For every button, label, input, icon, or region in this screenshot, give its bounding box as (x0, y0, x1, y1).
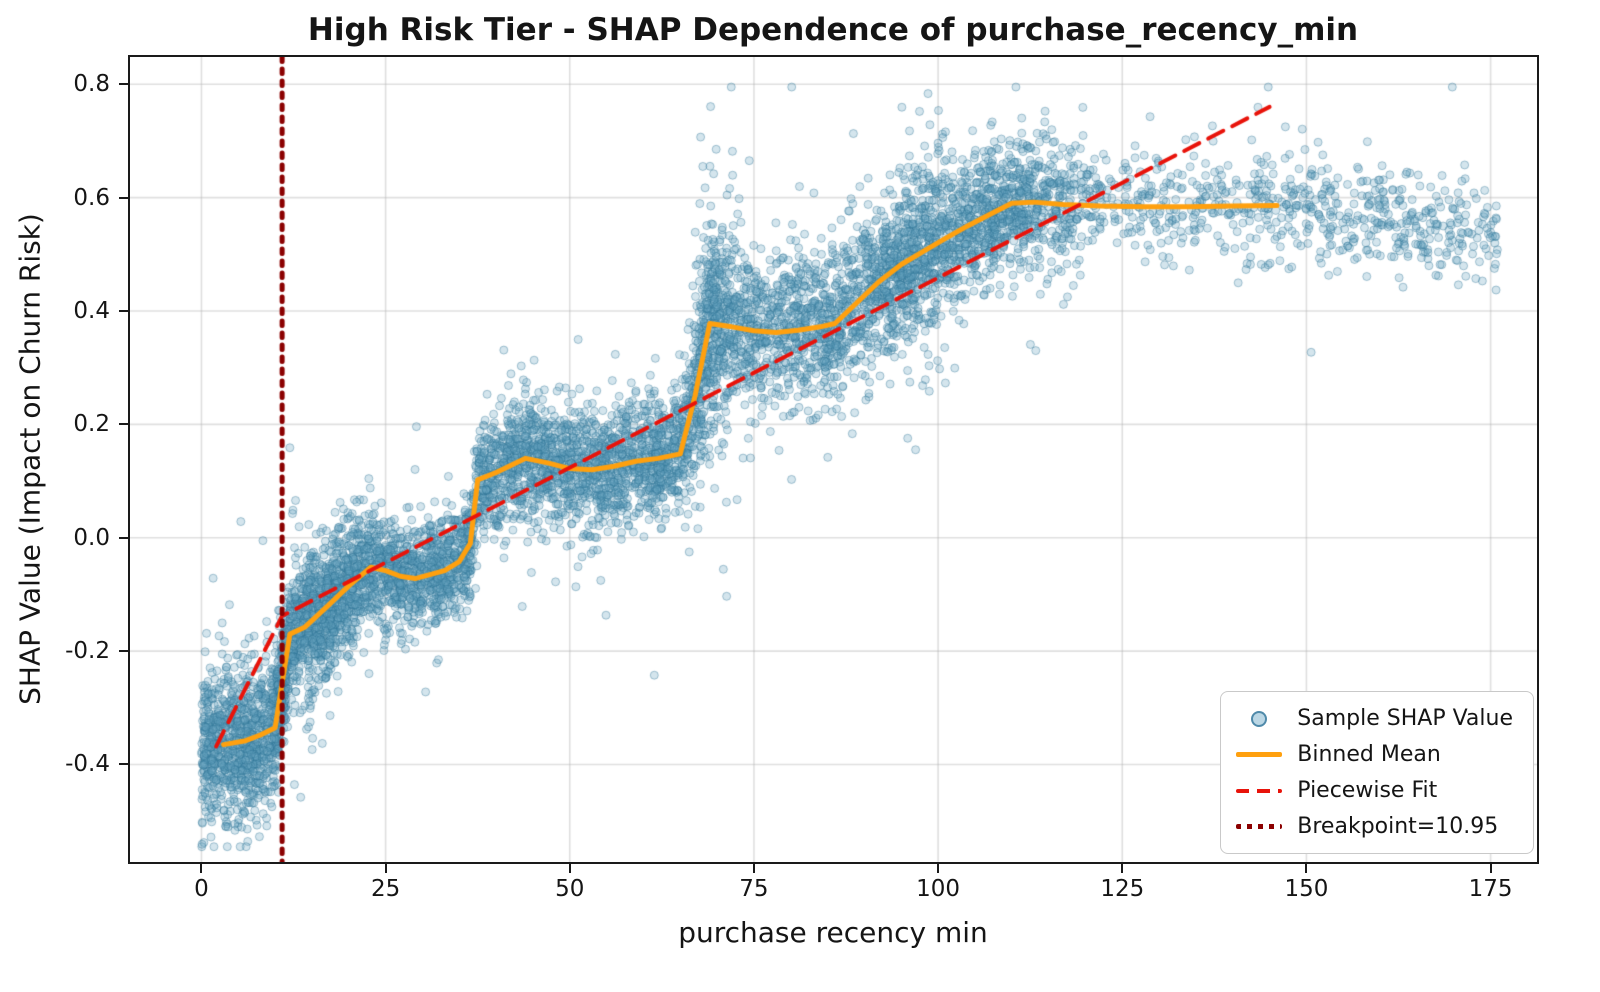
dashed-line-icon (1235, 788, 1283, 793)
x-tick-label: 175 (1468, 876, 1513, 902)
legend-label: Binned Mean (1297, 742, 1441, 767)
y-tick-label: -0.4 (65, 751, 110, 778)
legend-entry: Binned Mean (1235, 742, 1513, 767)
y-tick-label: 0.8 (73, 71, 110, 98)
legend-label: Piecewise Fit (1297, 778, 1438, 803)
x-tick-mark (752, 864, 755, 873)
solid-line-icon (1235, 752, 1283, 757)
chart-title: High Risk Tier - SHAP Dependence of purc… (307, 12, 1359, 48)
y-tick-mark (119, 763, 128, 766)
x-tick-label: 0 (194, 876, 209, 902)
y-tick-label: 0.0 (73, 524, 110, 551)
y-tick-mark (119, 196, 128, 199)
scatter-marker-icon (1235, 710, 1283, 727)
legend-entry: Breakpoint=10.95 (1235, 814, 1513, 839)
x-axis-label: purchase recency min (678, 916, 988, 949)
legend-label: Sample SHAP Value (1297, 706, 1513, 731)
y-tick-mark (119, 83, 128, 86)
x-tick-label: 50 (555, 876, 585, 902)
y-tick-mark (119, 423, 128, 426)
legend-label: Breakpoint=10.95 (1297, 814, 1499, 839)
x-tick-label: 25 (370, 876, 401, 902)
x-tick-mark (384, 864, 387, 873)
x-tick-mark (937, 864, 940, 873)
x-tick-label: 150 (1284, 876, 1329, 902)
legend: Sample SHAP Value Binned Mean Piecewise Fi… (1220, 691, 1534, 854)
legend-entry: Piecewise Fit (1235, 778, 1513, 803)
y-tick-mark (119, 650, 128, 653)
x-tick-label: 75 (739, 876, 769, 902)
y-axis-label: SHAP Value (Impact on Churn Risk) (13, 213, 47, 705)
y-tick-mark (119, 536, 128, 539)
x-tick-mark (1489, 864, 1492, 873)
y-tick-label: 0.2 (73, 411, 110, 438)
y-tick-label: 0.6 (73, 184, 110, 211)
x-tick-label: 125 (1100, 876, 1145, 902)
x-tick-label: 100 (916, 876, 961, 902)
x-tick-mark (1305, 864, 1308, 873)
y-tick-label: -0.2 (65, 638, 110, 665)
x-tick-mark (568, 864, 571, 873)
y-tick-mark (119, 309, 128, 312)
x-tick-mark (1121, 864, 1124, 873)
x-tick-mark (200, 864, 203, 873)
y-tick-label: 0.4 (73, 297, 110, 324)
dotted-line-icon (1235, 824, 1283, 829)
legend-entry: Sample SHAP Value (1235, 706, 1513, 731)
